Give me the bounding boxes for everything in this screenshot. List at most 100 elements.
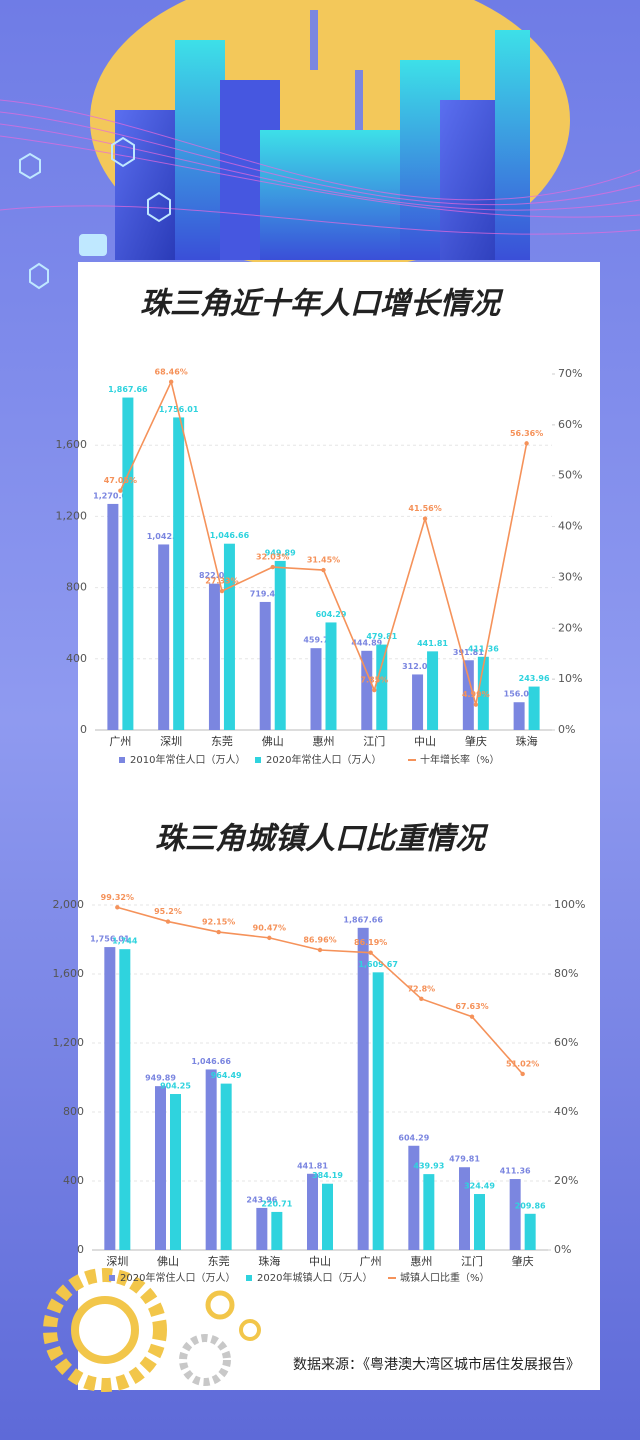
- bar: [173, 417, 185, 730]
- x-tick-label: 江门: [461, 1254, 483, 1268]
- line-point: [118, 488, 123, 493]
- bar: [322, 1183, 333, 1250]
- line-value-label: 31.45%: [307, 556, 340, 565]
- bar: [376, 644, 388, 730]
- bar: [205, 1069, 217, 1250]
- bar: [325, 622, 337, 730]
- x-tick-label: 肇庆: [512, 1254, 534, 1268]
- bar-value-label: 411.36: [468, 644, 499, 653]
- bar: [408, 1145, 420, 1250]
- bar-value-label: 243.96: [519, 674, 550, 683]
- y-tick-label: 1,200: [53, 1036, 85, 1049]
- x-tick-label: 佛山: [157, 1255, 179, 1268]
- y2-tick-label: 30%: [558, 570, 582, 583]
- bar-value-label: 312.09: [402, 662, 433, 671]
- bar: [509, 1179, 521, 1250]
- line-point: [165, 919, 171, 924]
- line-value-label: 27.33%: [205, 577, 238, 586]
- bar: [372, 972, 384, 1250]
- line-point: [168, 379, 174, 385]
- y-tick-label: 800: [63, 1105, 84, 1118]
- line-value-label: 99.32%: [101, 893, 134, 902]
- legend-label: 城镇人口比重（%）: [400, 1271, 490, 1284]
- bar: [423, 1174, 435, 1250]
- bar-value-label: 949.89: [145, 1074, 176, 1083]
- legend-label: 2020年常住人口（万人）: [266, 753, 381, 766]
- bar: [208, 583, 220, 730]
- y-tick-label: 1,600: [56, 438, 88, 451]
- bar: [524, 1213, 536, 1250]
- bar: [310, 648, 322, 730]
- bar-value-label: 411.36: [500, 1167, 531, 1176]
- x-tick-label: 珠海: [258, 1254, 280, 1268]
- bar: [427, 651, 439, 730]
- bar: [170, 1094, 181, 1250]
- chart-title: 珠三角近十年人口增长情况: [140, 287, 504, 322]
- x-tick-label: 广州: [360, 1255, 382, 1268]
- legend-label: 2020年常住人口（万人）: [120, 1271, 235, 1284]
- y2-tick-label: 80%: [554, 967, 578, 980]
- x-tick-label: 中山: [309, 1255, 331, 1268]
- bar-value-label: 1,042.4: [147, 532, 181, 541]
- bar-value-label: 949.89: [265, 548, 296, 557]
- line-point: [469, 1014, 475, 1019]
- y2-tick-label: 60%: [558, 418, 582, 431]
- x-tick-label: 惠州: [410, 1254, 432, 1268]
- bar-value-label: 243.96: [246, 1195, 277, 1204]
- y-tick-label: 0: [77, 1243, 84, 1256]
- line-point: [216, 929, 221, 935]
- y-tick-label: 0: [80, 723, 87, 736]
- bar-value-label: 1,756.01: [90, 935, 130, 944]
- line-value-label: 51.02%: [506, 1059, 539, 1068]
- x-tick-label: 江门: [363, 734, 385, 748]
- bar-value-label: 1,609.67: [358, 960, 397, 969]
- bar-value-label: 391.81: [453, 648, 484, 657]
- bar: [361, 650, 373, 730]
- line-value-label: 41.56%: [408, 504, 441, 513]
- source-note: 数据来源：《粤港澳大湾区城市居住发展报告》: [293, 1356, 580, 1373]
- x-tick-label: 深圳: [106, 1255, 128, 1268]
- bar-value-label: 964.49: [211, 1071, 242, 1080]
- bar-value-label: 822.02: [199, 571, 230, 580]
- bar: [462, 660, 474, 730]
- x-tick-label: 深圳: [160, 735, 182, 748]
- legend-label: 十年增长率（%）: [420, 753, 500, 766]
- y-tick-label: 400: [66, 652, 87, 665]
- y-tick-label: 400: [63, 1174, 84, 1187]
- y2-tick-label: 20%: [554, 1174, 578, 1187]
- y2-tick-label: 20%: [558, 621, 582, 634]
- bar: [107, 503, 119, 730]
- bar-value-label: 441.81: [297, 1161, 328, 1170]
- bar-value-label: 604.29: [316, 610, 347, 619]
- line-value-label: 68.46%: [155, 367, 188, 376]
- chart: 珠三角近十年人口增长情况 0 400 800 1,200 1,600 0% 10% 20% 30%…: [56, 287, 583, 767]
- y-tick-label: 2,000: [53, 898, 85, 911]
- bar-value-label: 444.89: [351, 638, 382, 647]
- line-point: [422, 516, 428, 521]
- bar-value-label: 156.02: [504, 690, 535, 699]
- line-value-label: 32.03%: [256, 553, 289, 562]
- bar-value-label: 441.81: [417, 639, 448, 648]
- bar-value-label: 1,046.66: [210, 531, 250, 540]
- y-tick-label: 1,600: [53, 967, 85, 980]
- line-value-label: 86.19%: [354, 938, 387, 947]
- y2-tick-label: 40%: [558, 520, 582, 533]
- wave-lines: [0, 99, 640, 235]
- bar: [477, 656, 489, 730]
- y2-tick-label: 70%: [558, 367, 582, 380]
- x-tick-label: 佛山: [262, 735, 284, 748]
- line-point: [317, 947, 323, 953]
- line-point: [473, 702, 479, 707]
- bar-value-label: 220.71: [261, 1199, 292, 1208]
- bar: [528, 686, 540, 730]
- bar: [220, 1083, 232, 1250]
- bar-value-label: 904.25: [160, 1082, 191, 1091]
- y2-tick-label: 10%: [558, 672, 582, 685]
- bar: [259, 601, 271, 730]
- y2-tick-label: 40%: [554, 1105, 578, 1118]
- bar-value-label: 209.86: [515, 1201, 546, 1210]
- line-value-label: 7.85%: [360, 676, 388, 685]
- bar-value-label: 479.81: [366, 632, 397, 641]
- bar-value-label: 1,867.66: [343, 915, 383, 924]
